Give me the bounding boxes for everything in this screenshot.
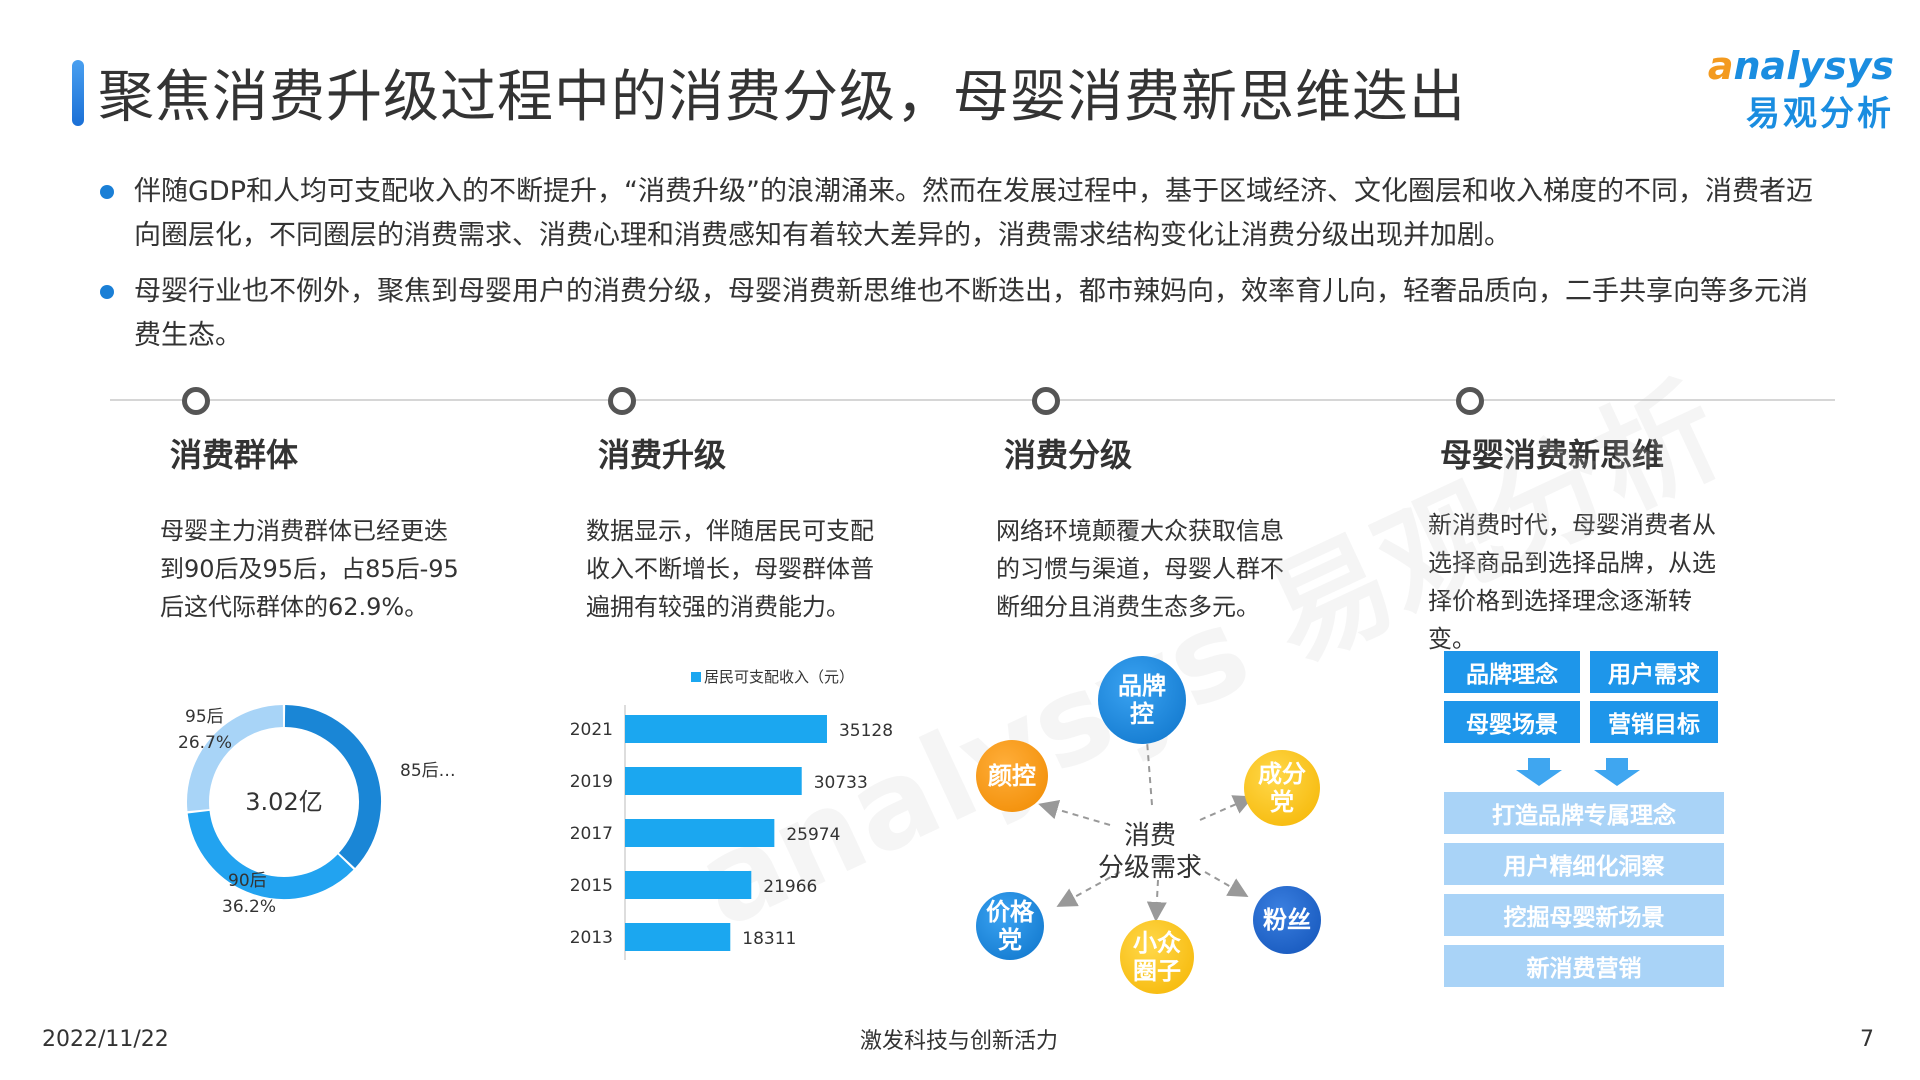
bar-2013 — [625, 923, 731, 951]
down-arrow-icon — [1594, 758, 1640, 786]
donut-center-label: 3.02亿 — [245, 788, 322, 816]
bar-category-label: 2017 — [570, 824, 613, 844]
timeline-line — [110, 399, 1835, 401]
donut-slice-2 — [187, 705, 284, 812]
bullet-item: 伴随GDP和人均可支配收入的不断提升，“消费升级”的浪潮涌来。然而在发展过程中，… — [96, 170, 1816, 258]
donut-label-95: 95后 — [185, 707, 224, 727]
title-accent-bar — [72, 60, 84, 126]
tag-marketing-goal: 营销目标 — [1590, 701, 1718, 743]
bullet-text: 母婴行业也不例外，聚焦到母婴用户的消费分级，母婴消费新思维也不断迭出，都市辣妈向… — [134, 276, 1808, 351]
bullet-dot-icon — [100, 285, 114, 299]
bar-value-label: 18311 — [742, 929, 796, 949]
bar-value-label: 30733 — [814, 773, 868, 793]
donut-chart: 3.02亿 95后 26.7% 85后… 90后 36.2% — [178, 705, 456, 917]
bullet-item: 母婴行业也不例外，聚焦到母婴用户的消费分级，母婴消费新思维也不断迭出，都市辣妈向… — [96, 270, 1816, 358]
result-user-insight: 用户精细化洞察 — [1444, 843, 1724, 885]
bar-2015 — [625, 871, 752, 899]
logo-text-cn: 易观分析 — [1746, 94, 1894, 134]
timeline-node-icon — [608, 387, 636, 415]
node-fans: 粉丝 — [1253, 886, 1321, 954]
legend-swatch — [691, 672, 701, 682]
bar-2019 — [625, 767, 802, 795]
bar-value-label: 21966 — [763, 877, 817, 897]
node-brand: 品牌控 — [1098, 656, 1186, 744]
arrow-to-ingredient — [1199, 795, 1254, 821]
section-title-new-thinking: 母婴消费新思维 — [1440, 436, 1665, 474]
donut-slice-1 — [187, 810, 354, 899]
tag-scenario: 母婴场景 — [1444, 701, 1580, 743]
bar-value-label: 35128 — [839, 721, 893, 741]
bar-category-label: 2015 — [570, 876, 613, 896]
bullet-text: 伴随GDP和人均可支配收入的不断提升，“消费升级”的浪潮涌来。然而在发展过程中，… — [134, 176, 1813, 251]
bullet-dot-icon — [100, 185, 114, 199]
analysys-logo: analysys 易观分析 — [1708, 44, 1894, 135]
tiering-arrows — [1038, 711, 1254, 922]
section-text-consumer-group: 母婴主力消费群体已经更迭到90后及95后，占85后-95后这代际群体的62.9%… — [160, 517, 459, 621]
bar-value-label: 25974 — [786, 825, 840, 845]
section-title-consumption-upgrade: 消费升级 — [598, 436, 727, 474]
donut-label-85: 85后… — [400, 761, 456, 781]
timeline-node-icon — [182, 387, 210, 415]
timeline-node-icon — [1032, 387, 1060, 415]
tiering-center-label: 消费 分级需求 — [1097, 821, 1202, 883]
result-new-marketing: 新消费营销 — [1444, 945, 1724, 987]
section-title-consumption-tiering: 消费分级 — [1004, 436, 1133, 474]
bar-category-label: 2013 — [570, 928, 613, 948]
tag-user-needs: 用户需求 — [1590, 651, 1718, 693]
donut-value-90: 36.2% — [222, 897, 276, 917]
section-text-consumption-upgrade: 数据显示，伴随居民可支配收入不断增长，母婴群体普遍拥有较强的消费能力。 — [586, 517, 874, 621]
footer-date: 2022/11/22 — [42, 1027, 169, 1052]
footer-slogan: 激发科技与创新活力 — [860, 1029, 1059, 1054]
bar-2017 — [625, 819, 775, 847]
result-new-scenario: 挖掘母婴新场景 — [1444, 894, 1724, 936]
arrow-to-look — [1038, 799, 1111, 826]
page-title: 聚焦消费升级过程中的消费分级，母婴消费新思维迭出 — [98, 65, 1466, 130]
bar-category-label: 2019 — [570, 772, 613, 792]
donut-label-90: 90后 — [228, 871, 267, 891]
arrow-to-brand — [1136, 711, 1157, 806]
intro-bullets: 伴随GDP和人均可支配收入的不断提升，“消费升级”的浪潮涌来。然而在发展过程中，… — [96, 170, 1816, 370]
arrow-to-niche — [1146, 879, 1167, 922]
logo-text-en: nalysys — [1733, 44, 1895, 88]
logo-mark: a — [1707, 44, 1734, 88]
node-niche: 小众圈子 — [1120, 920, 1194, 994]
section-text-consumption-tiering: 网络环境颠覆大众获取信息的习惯与渠道，母婴人群不断细分且消费生态多元。 — [996, 517, 1284, 621]
bar-2021 — [625, 715, 827, 743]
arrow-to-price — [1056, 871, 1121, 907]
bar-legend-label: 居民可支配收入（元） — [704, 668, 854, 686]
down-arrow-icon — [1516, 758, 1562, 786]
donut-slice-0 — [284, 705, 381, 868]
node-ingredient: 成分党 — [1244, 750, 1320, 826]
result-brand-concept: 打造品牌专属理念 — [1444, 792, 1724, 834]
section-text-new-thinking: 新消费时代，母婴消费者从选择商品到选择品牌，从选择价格到选择理念逐渐转变。 — [1428, 511, 1716, 653]
donut-value-95: 26.7% — [178, 733, 232, 753]
tag-brand-concept: 品牌理念 — [1444, 651, 1580, 693]
bar-category-label: 2021 — [570, 720, 613, 740]
arrow-to-fans — [1204, 871, 1249, 897]
page-number: 7 — [1860, 1027, 1874, 1052]
income-bar-chart: 居民可支配收入（元） 2021 35128 2019 30733 2017 25974 20… — [570, 668, 893, 960]
node-price: 价格党 — [976, 892, 1044, 960]
section-title-consumer-group: 消费群体 — [170, 436, 299, 474]
timeline-node-icon — [1456, 387, 1484, 415]
node-look: 颜控 — [976, 740, 1048, 812]
